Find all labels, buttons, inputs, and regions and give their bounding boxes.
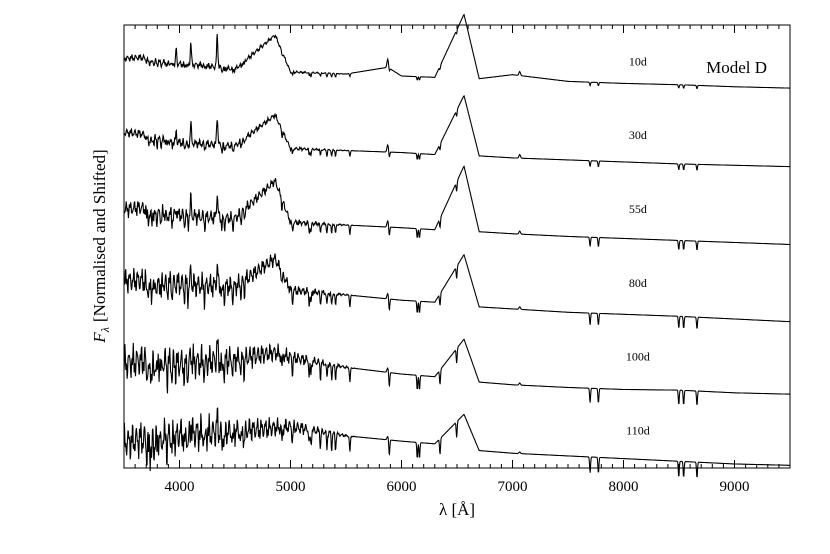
epoch-label-100d: 100d bbox=[626, 350, 650, 364]
spectrum-line-10d bbox=[123, 13, 790, 89]
epoch-label-80d: 80d bbox=[629, 276, 647, 290]
epoch-label-30d: 30d bbox=[629, 128, 647, 142]
x-tick-label: 7000 bbox=[498, 479, 528, 495]
axis-ticks bbox=[134, 25, 780, 468]
spectra-lines bbox=[123, 13, 790, 478]
x-tick-label: 8000 bbox=[609, 479, 639, 495]
epoch-label-110d: 110d bbox=[626, 423, 650, 437]
x-tick-label: 5000 bbox=[276, 479, 306, 495]
x-tick-label: 4000 bbox=[165, 479, 195, 495]
spectrum-line-100d bbox=[123, 338, 790, 405]
y-axis-symbol: F bbox=[90, 332, 109, 344]
spectrum-line-110d bbox=[123, 407, 790, 478]
epoch-label-55d: 55d bbox=[629, 202, 647, 216]
spectrum-line-80d bbox=[123, 253, 790, 329]
x-axis-label: λ [Å] bbox=[439, 500, 475, 519]
y-axis-label: Fλ [Normalised and Shifted] bbox=[90, 149, 112, 343]
spectrum-line-30d bbox=[123, 94, 790, 171]
svg-text:Fλ[Normalised and Shifted]: Fλ [Normalised and Shifted] bbox=[90, 149, 112, 343]
plot-frame bbox=[123, 24, 791, 469]
y-axis-text: [Normalised and Shifted] bbox=[90, 149, 109, 322]
spectrum-line-55d bbox=[123, 165, 790, 251]
epoch-label-10d: 10d bbox=[629, 54, 647, 68]
x-tick-label: 6000 bbox=[387, 479, 417, 495]
x-tick-labels: 4000 5000 6000 7000 8000 9000 bbox=[165, 479, 750, 495]
model-annotation: Model D bbox=[706, 58, 767, 77]
x-tick-label: 9000 bbox=[720, 479, 750, 495]
y-axis-subscript: λ bbox=[98, 327, 112, 333]
epoch-labels: 10d 30d 55d 80d 100d 110d bbox=[626, 54, 650, 437]
